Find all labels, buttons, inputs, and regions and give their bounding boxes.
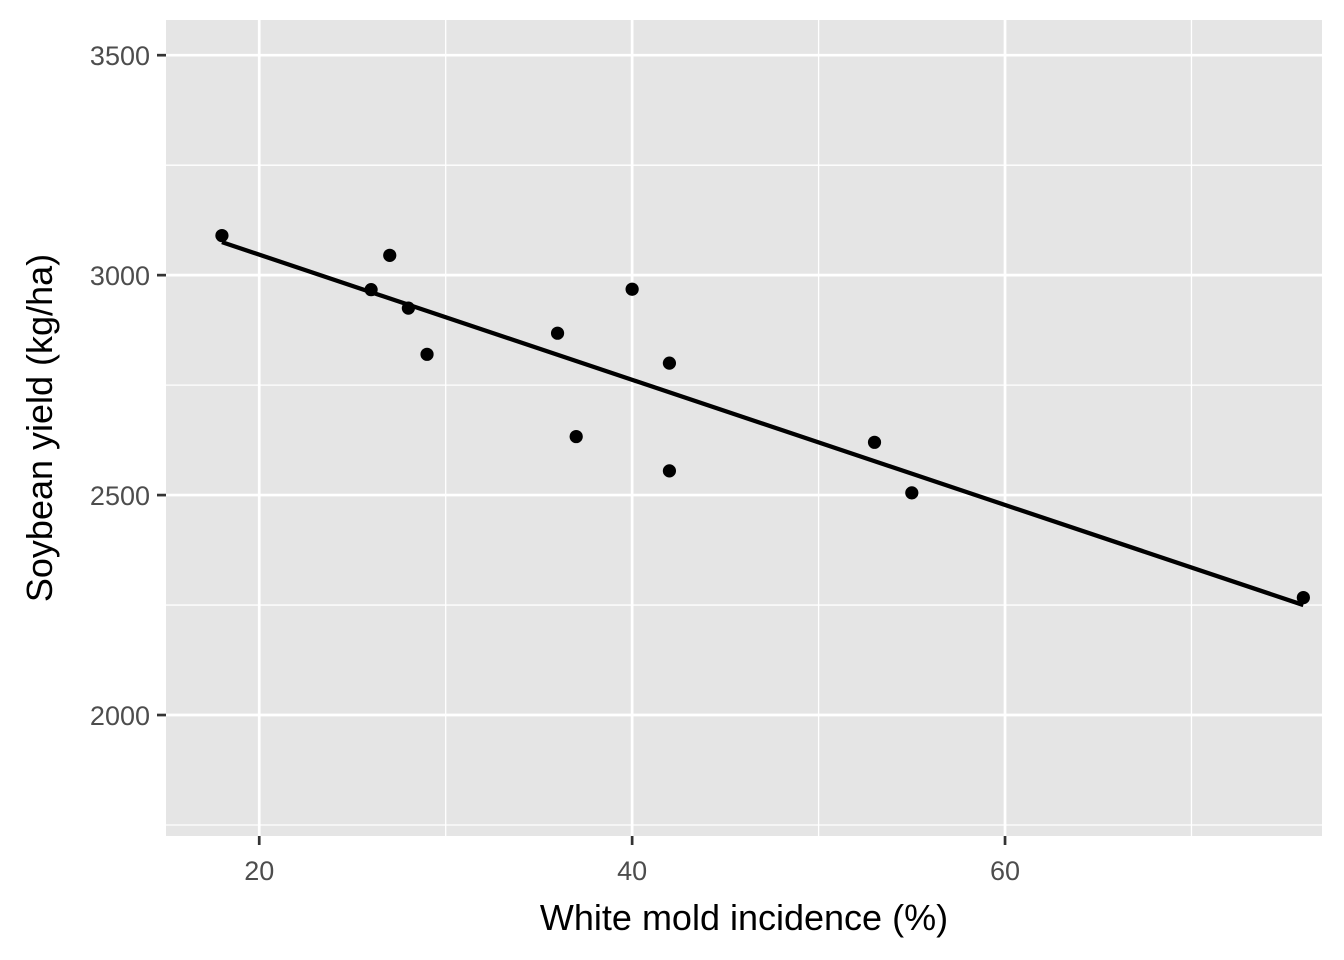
y-tick-label: 2500 bbox=[90, 481, 150, 511]
data-point bbox=[569, 429, 583, 444]
data-point bbox=[401, 301, 415, 315]
data-point bbox=[364, 283, 378, 297]
y-tick-label: 3500 bbox=[90, 41, 150, 71]
data-point bbox=[550, 326, 565, 340]
data-point bbox=[867, 435, 882, 449]
minor-gridlines bbox=[166, 20, 1322, 836]
major-gridlines bbox=[166, 20, 1322, 836]
data-point bbox=[420, 347, 434, 361]
x-tick-label: 60 bbox=[990, 856, 1020, 886]
y-axis: 2000 2500 3000 3500 bbox=[90, 41, 166, 731]
x-axis: 20 40 60 bbox=[244, 836, 1020, 886]
data-points bbox=[215, 228, 1310, 605]
data-point bbox=[1296, 590, 1310, 605]
y-tick-label: 2000 bbox=[90, 701, 150, 731]
data-point bbox=[905, 486, 919, 500]
regression-line-group bbox=[221, 240, 1305, 608]
data-point bbox=[625, 282, 639, 296]
y-tick-label: 3000 bbox=[90, 261, 150, 291]
data-point bbox=[383, 248, 397, 262]
regression-line bbox=[221, 240, 1305, 608]
x-tick-label: 20 bbox=[244, 856, 274, 886]
y-axis-title: Soybean yield (kg/ha) bbox=[19, 254, 60, 602]
data-point bbox=[662, 356, 677, 370]
data-point bbox=[662, 464, 677, 478]
x-tick-label: 40 bbox=[617, 856, 647, 886]
data-point bbox=[215, 228, 229, 243]
plot-panel bbox=[166, 20, 1322, 836]
x-axis-title: White mold incidence (%) bbox=[540, 897, 948, 938]
